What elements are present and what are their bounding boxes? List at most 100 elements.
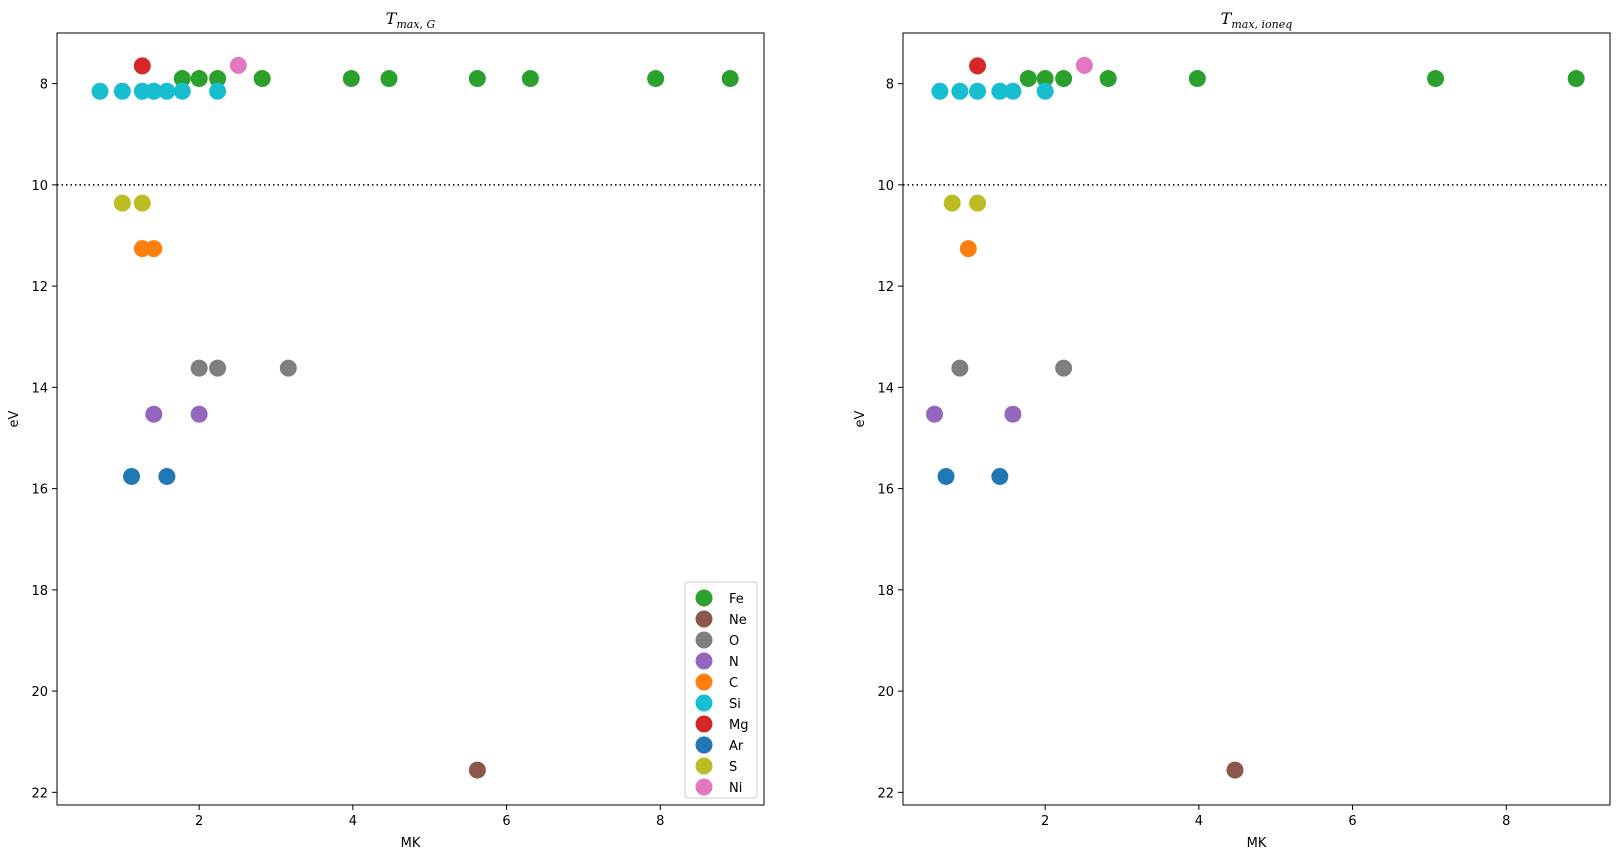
chart-title-main: T: [386, 9, 398, 28]
legend-label-c: C: [729, 676, 738, 691]
series-n: [926, 405, 1022, 423]
legend-marker-c: [695, 673, 713, 691]
legend-marker-ne: [695, 610, 713, 628]
y-axis-label: eV: [853, 410, 868, 427]
data-point: [1004, 82, 1022, 100]
data-point: [229, 56, 247, 74]
data-point: [969, 57, 987, 75]
legend-label-si: Si: [729, 697, 741, 712]
series-ne: [1226, 761, 1244, 779]
data-point: [521, 70, 539, 88]
series-o: [190, 359, 297, 377]
series-si: [91, 82, 227, 100]
x-tick-label: 2: [1041, 814, 1049, 829]
x-tick-label: 4: [349, 814, 357, 829]
y-tick-label: 16: [31, 483, 48, 498]
y-tick-label: 18: [31, 584, 48, 599]
data-point: [209, 82, 227, 100]
legend-label-o: O: [729, 634, 739, 649]
y-tick-label: 12: [877, 280, 894, 295]
data-point: [721, 70, 739, 88]
series-mg: [133, 57, 151, 75]
data-point: [1055, 70, 1073, 88]
legend-marker-mg: [695, 715, 713, 733]
data-point: [133, 194, 151, 212]
data-point: [926, 405, 944, 423]
series-fe: [1019, 70, 1585, 88]
series-ne: [468, 761, 486, 779]
data-point: [951, 359, 969, 377]
data-point: [190, 70, 208, 88]
legend-label-s: S: [729, 760, 737, 775]
series-fe: [173, 70, 739, 88]
legend-marker-si: [695, 694, 713, 712]
data-point: [991, 82, 1009, 100]
axes-frame: [56, 32, 765, 806]
data-point: [1188, 70, 1206, 88]
legend-label-ar: Ar: [729, 739, 744, 754]
legend-label-n: N: [729, 655, 739, 670]
data-point: [1099, 70, 1117, 88]
x-tick-label: 8: [656, 814, 664, 829]
data-point: [209, 70, 227, 88]
y-tick-label: 14: [877, 381, 894, 396]
data-point: [1567, 70, 1585, 88]
data-point: [931, 82, 949, 100]
x-axis-label: MK: [401, 836, 421, 851]
series-ar: [937, 467, 1009, 485]
data-point: [158, 82, 176, 100]
y-tick-label: 8: [40, 78, 48, 93]
data-point: [190, 359, 208, 377]
axes-frame: [902, 32, 1611, 806]
legend-label-mg: Mg: [729, 718, 748, 733]
chart-title-subscript: max, G: [396, 18, 435, 31]
data-point: [468, 761, 486, 779]
y-tick-label: 22: [877, 786, 894, 801]
series-ni: [229, 56, 247, 74]
left-panel: 2 4 6 8 8 10 12 14 16 18 20 22 MK eV Tmax, G Fe Ne ONC Si M…: [7, 9, 765, 851]
series-c: [133, 240, 163, 258]
data-point: [253, 70, 271, 88]
data-point: [1055, 359, 1073, 377]
data-point: [380, 70, 398, 88]
data-point: [1226, 761, 1244, 779]
chart-title: Tmax, G: [386, 9, 436, 31]
chart-title-main: T: [1221, 9, 1233, 28]
data-point: [1004, 405, 1022, 423]
data-point: [1036, 82, 1054, 100]
data-point: [158, 467, 176, 485]
data-point: [959, 240, 977, 258]
series-si: [931, 82, 1054, 100]
legend-label-fe: Fe: [729, 592, 744, 607]
data-point: [647, 70, 665, 88]
data-point: [133, 57, 151, 75]
legend-marker-ni: [695, 778, 713, 796]
data-point: [173, 82, 191, 100]
series-ar: [123, 467, 176, 485]
legend-label-ne: Ne: [729, 613, 747, 628]
data-point: [969, 82, 987, 100]
x-tick-label: 4: [1195, 814, 1203, 829]
series-s: [113, 194, 151, 212]
series-o: [951, 359, 1073, 377]
y-tick-label: 20: [31, 685, 48, 700]
data-point: [279, 359, 297, 377]
data-point: [991, 467, 1009, 485]
data-point: [969, 194, 987, 212]
data-point: [209, 359, 227, 377]
data-point: [123, 467, 141, 485]
data-point: [145, 405, 163, 423]
series-c: [959, 240, 977, 258]
y-tick-label: 14: [31, 381, 48, 396]
data-point: [113, 82, 131, 100]
data-point: [1019, 70, 1037, 88]
series-s: [943, 194, 987, 212]
legend-marker-fe: [695, 589, 713, 607]
data-point: [173, 70, 191, 88]
legend-marker-o: [695, 631, 713, 649]
legend: Fe Ne ONC Si Mg Ar S Ni: [684, 581, 758, 799]
data-point: [943, 194, 961, 212]
y-tick-label: 22: [31, 786, 48, 801]
